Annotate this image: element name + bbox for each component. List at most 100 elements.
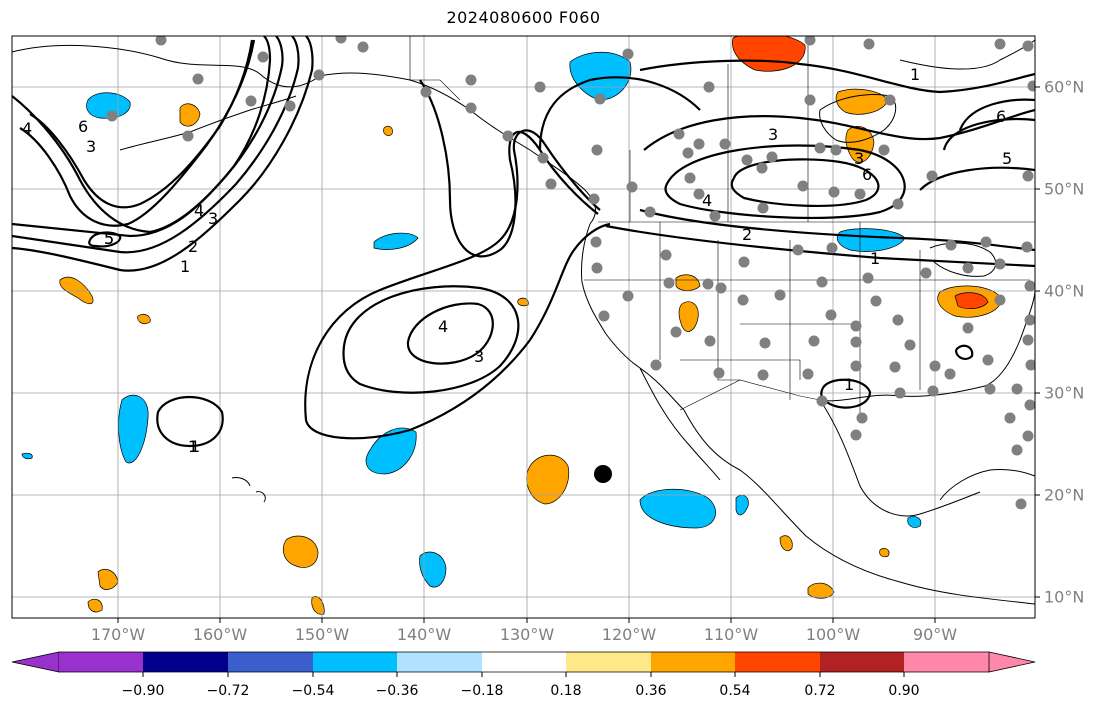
contour-4-ring xyxy=(406,302,494,365)
political-boundaries xyxy=(409,36,1035,420)
positive-region-aleutian xyxy=(59,276,94,305)
colorbar-extend-low xyxy=(11,651,60,673)
contour-yukon xyxy=(538,76,701,151)
lat-label: 30°N xyxy=(1044,383,1085,403)
positive-region-ohio-core xyxy=(954,292,989,309)
negative-region-hawaii-n xyxy=(365,427,417,475)
mexico-west xyxy=(683,409,1035,605)
lon-ticks xyxy=(117,618,936,623)
lon-label: 160°W xyxy=(192,625,248,644)
figure-title: 2024080600 F060 xyxy=(446,8,601,27)
contour-label: 3 xyxy=(86,137,96,156)
contour-label: 5 xyxy=(104,229,114,248)
positive-region-hudson xyxy=(835,88,889,115)
map-frame xyxy=(11,35,1036,619)
marked-point xyxy=(594,465,612,483)
colorbar-tick-label: −0.90 xyxy=(121,683,165,699)
contour-label: 4 xyxy=(22,119,32,138)
colorbar-bin xyxy=(566,652,651,672)
positive-region-nevada xyxy=(675,274,701,291)
lat-label: 50°N xyxy=(1044,179,1085,199)
colorbar xyxy=(11,651,1036,677)
lat-label: 20°N xyxy=(1044,485,1085,505)
baja xyxy=(639,367,721,481)
contour-label: 4 xyxy=(438,317,448,336)
mexico-gulf xyxy=(819,399,981,517)
colorbar-bin xyxy=(651,652,735,672)
lon-label: 120°W xyxy=(601,625,657,644)
positive-region-nepac-small xyxy=(137,314,151,324)
us-west-coast xyxy=(581,223,685,411)
contour-east-3 xyxy=(919,166,1035,191)
contour-east-6 xyxy=(958,98,1035,131)
contour-canada-1 xyxy=(639,59,1035,94)
contour-pacific-2 xyxy=(304,129,601,421)
negative-region-tropical xyxy=(419,551,447,588)
contour-label: 6 xyxy=(996,107,1006,126)
lat-label: 40°N xyxy=(1044,281,1085,301)
contour-labels: 4 6 3 5 4 3 2 1 5 4 3 1 1 3 6 5 1 3 6 2 … xyxy=(22,65,1012,456)
contour-canada-2 xyxy=(639,208,1035,252)
positive-region-ontario xyxy=(845,126,875,163)
contours xyxy=(12,36,1035,448)
positive-region-pacific-small xyxy=(517,297,529,307)
contour-canada-5 xyxy=(664,144,906,220)
lon-label: 150°W xyxy=(294,625,350,644)
station-dots xyxy=(106,36,1035,510)
lon-label: 90°W xyxy=(912,625,958,644)
lon-label: 170°W xyxy=(90,625,146,644)
positive-region-mexico xyxy=(779,535,793,552)
lon-label: 100°W xyxy=(805,625,861,644)
contour-nw-2 xyxy=(12,36,300,254)
negative-region-baja-s xyxy=(639,488,716,529)
negative-region-plains xyxy=(836,228,906,252)
map-background xyxy=(12,36,1035,618)
lat-label: 10°N xyxy=(1044,587,1085,607)
lat-label: 60°N xyxy=(1044,77,1085,97)
contour-5-ring xyxy=(88,231,122,248)
colorbar-extend-high xyxy=(988,651,1036,673)
contour-se-ring xyxy=(954,344,974,360)
contour-label: 1 xyxy=(910,65,920,84)
contour-label: 4 xyxy=(194,201,204,220)
contour-3-ring xyxy=(342,285,520,394)
contour-label: 4 xyxy=(702,191,712,210)
positive-region-az xyxy=(678,301,699,332)
colorbar-tick-label: −0.72 xyxy=(206,683,250,699)
positive-region-alaska xyxy=(179,103,201,127)
contour-label: 3 xyxy=(208,209,218,228)
contour-nw-4 xyxy=(12,36,272,234)
colorbar-tick-label: 0.18 xyxy=(550,683,582,699)
contour-label: 6 xyxy=(78,117,88,136)
contour-label: 5 xyxy=(1002,149,1012,168)
aleutian-chain xyxy=(119,95,297,151)
lon-label: 110°W xyxy=(703,625,759,644)
colorbar-tick-label: −0.54 xyxy=(291,683,335,699)
colorbar-tick-label: 0.36 xyxy=(635,683,667,699)
positive-region-tropical-w1 xyxy=(282,535,319,568)
colorbar-bin xyxy=(59,652,143,672)
positive-region-subtropical xyxy=(526,454,570,505)
negative-region-bering xyxy=(86,92,131,119)
colorbar-bin xyxy=(820,652,904,672)
colorbar-tick-label: 0.54 xyxy=(719,683,751,699)
hudson-bay xyxy=(819,94,897,143)
contour-label: 3 xyxy=(768,125,778,144)
contour-label: 1 xyxy=(180,257,190,276)
contour-east-5 xyxy=(942,117,1035,151)
contour-canada-1b xyxy=(605,224,1035,268)
coastlines xyxy=(12,39,1035,605)
contour-label: 1 xyxy=(844,375,854,394)
colorbar-bin xyxy=(397,652,482,672)
negative-region-gulf xyxy=(907,516,922,528)
colorbar-bin xyxy=(735,652,820,672)
contour-label: 1 xyxy=(190,437,200,456)
colorbar-bin xyxy=(904,652,989,672)
colorbar-bin xyxy=(143,652,228,672)
colorbar-tick-label: 0.72 xyxy=(804,683,836,699)
contour-nw-6 xyxy=(29,39,254,209)
yucatan xyxy=(939,469,1035,501)
colorbar-tick-label: −0.36 xyxy=(375,683,419,699)
gridlines xyxy=(12,36,1035,618)
